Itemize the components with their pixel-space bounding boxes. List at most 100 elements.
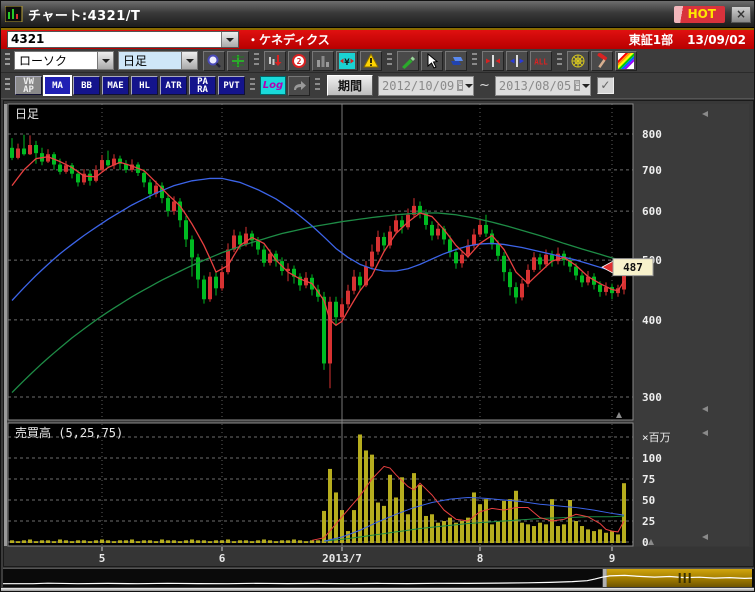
quote-date-label: 13/09/02 (687, 32, 746, 47)
chevron-down-icon[interactable] (581, 83, 590, 92)
timeframe-dropdown-button[interactable] (181, 52, 197, 69)
period-button[interactable]: 期間 (327, 75, 374, 96)
volume-axis-label: 100 (642, 452, 662, 465)
calendar-icon (574, 80, 580, 91)
expand-candle-icon[interactable] (482, 50, 504, 71)
svg-text:2: 2 (297, 57, 302, 66)
indicator-button-pvt[interactable]: PVT (218, 76, 245, 95)
pane2-label: 売買高 (5,25,75) (15, 425, 123, 440)
all-zoom-icon[interactable]: ALL (530, 50, 552, 71)
x-axis-label: 8 (477, 552, 484, 565)
toolbar-separator (472, 53, 477, 68)
icon-button-group: 2 ¥ ALL (202, 50, 638, 71)
toolbar-separator (387, 53, 392, 68)
toolbar-main: ローソク 日足 2 ¥ ALL (1, 49, 754, 73)
close-button[interactable]: × (731, 5, 751, 23)
pencil-icon[interactable] (397, 50, 419, 71)
calendar-icon (457, 80, 464, 91)
indicator-button-ma[interactable]: MA (43, 75, 72, 96)
svg-text:¥: ¥ (344, 58, 350, 68)
log-scale-button[interactable]: Log (260, 76, 286, 95)
window-bottom-edge (1, 588, 754, 591)
date-to-field[interactable]: 2013/08/05 (494, 75, 591, 96)
grid-icon[interactable] (227, 50, 249, 71)
chevron-down-icon (185, 58, 194, 67)
navigator-selection-edge (602, 569, 607, 587)
toolbar-separator (315, 78, 320, 93)
overlay-disabled-icon[interactable] (312, 50, 334, 71)
navigator-handle-icon (683, 573, 686, 583)
zoom-icon[interactable] (203, 50, 225, 71)
volume-axis-label: 25 (642, 515, 655, 528)
symbol-input[interactable]: 4321 (7, 31, 239, 48)
symbol-dropdown-button[interactable] (221, 32, 238, 47)
navigator-line (3, 574, 753, 585)
chart-type-select[interactable]: ローソク (14, 51, 114, 70)
app-icon (4, 5, 23, 23)
chevron-down-icon (226, 37, 234, 46)
navigator-chart[interactable] (3, 569, 753, 587)
date-from-field[interactable]: 2012/10/09 (378, 75, 475, 96)
timeframe-value: 日足 (123, 54, 148, 68)
indicator-button-para[interactable]: PA RA (189, 76, 216, 95)
yen-convert-icon[interactable]: ¥ (336, 50, 358, 71)
window-title: チャート:4321/T (28, 8, 141, 24)
range-navigator[interactable] (3, 568, 754, 587)
indicator-button-atr[interactable]: ATR (160, 76, 187, 95)
symbol-name-label: ・ケネディクス (247, 33, 330, 47)
rainbow-icon[interactable] (615, 50, 637, 71)
symbol-bar: 4321 ・ケネディクス 東証1部 13/09/02 (1, 30, 754, 49)
price-axis-label: 700 (642, 164, 662, 177)
toolbar-grip[interactable] (5, 53, 10, 68)
chevron-down-icon[interactable] (465, 83, 474, 92)
indicator-button-hl[interactable]: HL (131, 76, 158, 95)
date-from-value[interactable]: 2012/10/09 (382, 78, 455, 93)
eraser-icon[interactable] (445, 50, 467, 71)
hot-button[interactable]: HOT (673, 5, 725, 23)
pane1-label: 日足 (15, 107, 39, 121)
x-axis-label: 6 (219, 552, 226, 565)
cursor-icon[interactable] (421, 50, 443, 71)
price-volume-chart[interactable]: 562013/7893004005006007008000255075100×百… (4, 101, 753, 566)
number-2-circle-icon[interactable]: 2 (288, 50, 310, 71)
svg-text:ALL: ALL (534, 57, 548, 66)
pane-marker-icon (616, 412, 622, 418)
price-axis-label: 400 (642, 314, 662, 327)
jump-disabled-icon[interactable] (288, 75, 310, 96)
market-label: 東証1部 (628, 33, 674, 47)
toolbar-grip[interactable] (5, 78, 10, 93)
indicator-button-bb[interactable]: BB (73, 76, 100, 95)
alert-icon[interactable] (360, 50, 382, 71)
web-icon[interactable] (567, 50, 589, 71)
timeframe-select[interactable]: 日足 (118, 51, 198, 70)
toolbar-separator (254, 53, 259, 68)
symbol-code-value[interactable]: 4321 (11, 32, 45, 46)
chart-area[interactable]: 562013/7893004005006007008000255075100×百… (3, 100, 754, 567)
volume-axis-label: 0 (642, 536, 649, 549)
navigator-handle-icon (678, 573, 681, 583)
accent-divider (1, 28, 754, 30)
chart-type-value: ローソク (19, 54, 68, 68)
volume-axis-label: 75 (642, 473, 655, 486)
chart-arrow-down-icon[interactable] (264, 50, 286, 71)
chart-type-dropdown-button[interactable] (97, 52, 113, 69)
x-axis-label: 9 (609, 552, 616, 565)
last-price-tag (612, 258, 654, 277)
last-price-value: 487 (623, 261, 643, 274)
hammer-icon[interactable] (591, 50, 613, 71)
title-bar[interactable]: チャート:4321/T HOT × (1, 1, 754, 28)
pane-marker-icon (702, 111, 708, 117)
x-axis-label: 5 (99, 552, 106, 565)
price-axis-label: 800 (642, 128, 662, 141)
x-axis-label: 2013/7 (322, 552, 362, 565)
pane-marker-icon (648, 539, 654, 545)
shrink-candle-icon[interactable] (506, 50, 528, 71)
navigator-handle-icon (688, 573, 691, 583)
range-checkbox[interactable]: ✓ (596, 77, 614, 94)
indicator-button-vwap[interactable]: VW AP (15, 76, 42, 95)
indicator-button-mae[interactable]: MAE (102, 76, 129, 95)
pane-marker-icon (702, 534, 708, 540)
date-to-value[interactable]: 2013/08/05 (498, 78, 572, 93)
toolbar-indicators: VW AP MA BB MAE HL ATR PA RA PVT Log 期間 2012/10/0… (1, 73, 754, 99)
